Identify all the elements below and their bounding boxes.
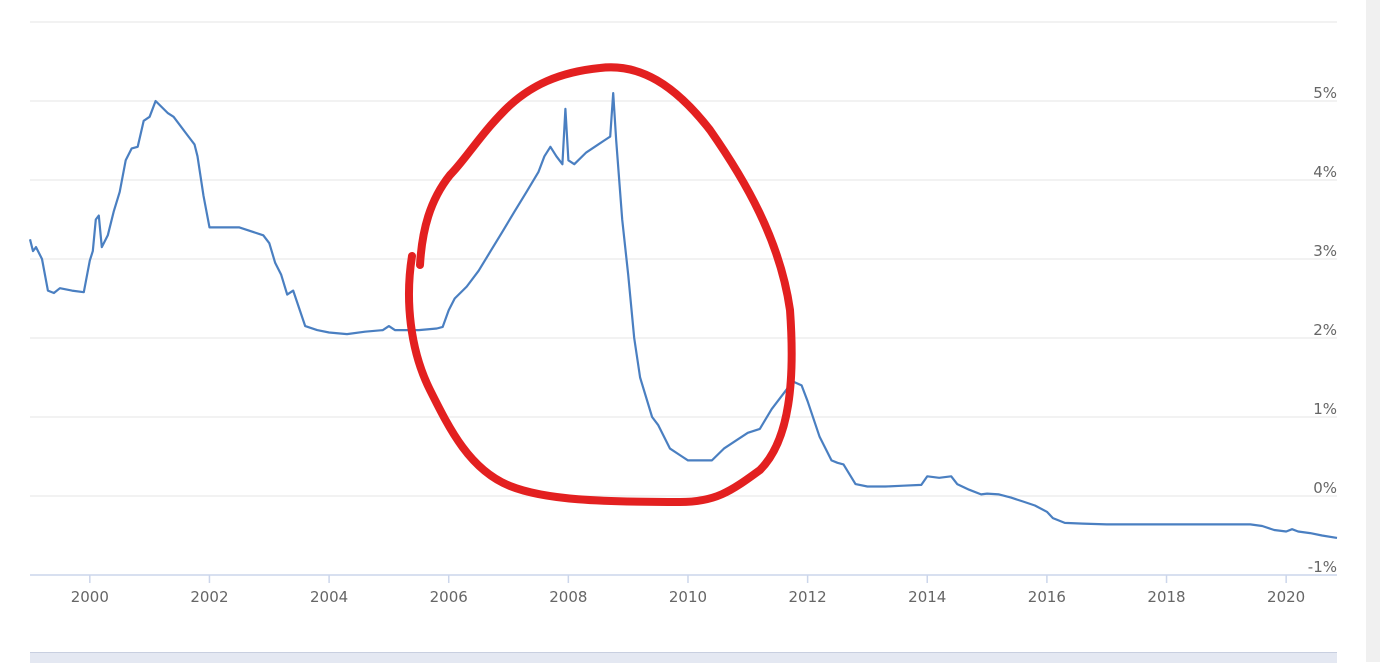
- y-tick-label: 5%: [1313, 84, 1337, 102]
- x-tick-label: 2004: [310, 588, 348, 606]
- red-circle-annotation: [405, 63, 796, 506]
- chart-navigator[interactable]: [30, 652, 1337, 663]
- x-axis-ticks: 2000 2002 2004 2006 2008 2010 2012 2014 2016 2018…: [71, 575, 1305, 606]
- x-tick-label: 2000: [71, 588, 109, 606]
- page-scrollbar[interactable]: [1366, 0, 1380, 662]
- y-tick-label: -1%: [1308, 558, 1337, 576]
- y-tick-label: 3%: [1313, 242, 1337, 260]
- x-tick-label: 2014: [908, 588, 946, 606]
- y-tick-label: 4%: [1313, 163, 1337, 181]
- y-tick-label: 0%: [1313, 479, 1337, 497]
- y-tick-label: 1%: [1313, 400, 1337, 418]
- series-line[interactable]: [28, 92, 1338, 539]
- y-tick-label: 2%: [1313, 321, 1337, 339]
- x-tick-label: 2016: [1028, 588, 1066, 606]
- x-tick-label: 2012: [789, 588, 827, 606]
- x-tick-label: 2006: [430, 588, 468, 606]
- x-tick-label: 2002: [190, 588, 228, 606]
- x-tick-label: 2008: [549, 588, 587, 606]
- x-tick-label: 2018: [1147, 588, 1185, 606]
- x-tick-label: 2020: [1267, 588, 1305, 606]
- x-tick-label: 2010: [669, 588, 707, 606]
- y-axis-labels: -1% 0% 1% 2% 3% 4% 5%: [1308, 84, 1337, 576]
- grid-lines: [30, 21, 1337, 497]
